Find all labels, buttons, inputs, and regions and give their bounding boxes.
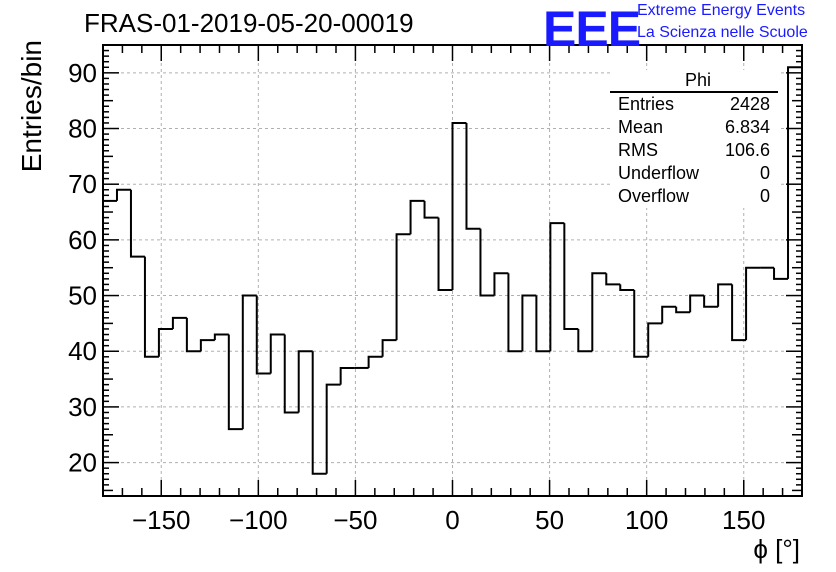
histogram-bin: [703, 295, 719, 308]
stats-value: 106.6: [724, 140, 770, 160]
stats-label: Mean: [618, 117, 664, 137]
tick-labels: −150 −100 −50 0 50 100 150 20 30 40 50 60 70 80 90: [68, 58, 765, 535]
stats-row-entries: Entries 2428: [610, 93, 778, 116]
stats-row-mean: Mean 6.834: [610, 116, 778, 139]
histogram-bin: [339, 366, 355, 385]
stats-row-overflow: Overflow 0: [610, 185, 778, 208]
y-tick-label: 50: [68, 281, 97, 311]
y-tick-label: 60: [68, 225, 97, 255]
eee-logo: EEE: [543, 1, 641, 57]
histogram-bin: [143, 256, 159, 358]
y-tick-label: 90: [68, 58, 97, 88]
y-tick-label: 80: [68, 114, 97, 144]
histogram-bin: [633, 289, 649, 358]
stats-label: RMS: [618, 140, 658, 160]
x-tick-label: 100: [625, 505, 668, 535]
histogram-bin: [605, 273, 621, 286]
histogram-bin: [409, 199, 425, 235]
y-tick-label: 30: [68, 392, 97, 422]
histogram-bin: [675, 306, 691, 314]
histogram-bin: [367, 355, 383, 368]
histogram-bin: [745, 266, 761, 341]
histogram-bin: [689, 294, 705, 313]
histogram-bin: [115, 188, 131, 201]
histogram-bin: [227, 334, 243, 431]
histogram-bin: [395, 233, 411, 341]
histogram-bin: [493, 272, 509, 296]
histogram-bin: [563, 223, 579, 330]
histogram-bin: [269, 333, 285, 374]
plot-frame: [102, 44, 803, 497]
histogram-bin: [773, 267, 789, 280]
stats-title: Phi: [610, 70, 778, 93]
stats-box: Phi Entries 2428 Mean 6.834 RMS 106.6 Un…: [610, 70, 778, 208]
histogram-bin: [297, 350, 313, 413]
x-tick-label: −50: [333, 505, 377, 535]
histogram-bin: [451, 121, 467, 290]
histogram-bin: [507, 273, 523, 353]
histogram-bin: [255, 295, 271, 375]
histogram-bin: [731, 284, 747, 342]
histogram-bin: [647, 322, 663, 357]
stats-label: Entries: [618, 94, 675, 114]
histogram-bin: [619, 284, 635, 291]
stats-value: 6.834: [724, 117, 770, 137]
histogram-bin: [661, 305, 677, 324]
histogram-bin: [577, 328, 593, 353]
histogram-bin: [521, 294, 537, 352]
histogram-bin: [787, 66, 802, 279]
x-tick-label: −100: [229, 505, 288, 535]
histogram-bin: [549, 222, 565, 352]
histogram-bin: [381, 339, 397, 357]
histogram-series: [103, 66, 802, 475]
x-tick-label: 0: [445, 505, 459, 535]
tagline-line-1: Extreme Energy Events: [637, 2, 806, 19]
y-tick-label: 40: [68, 336, 97, 366]
y-tick-label: 20: [68, 448, 97, 478]
histogram-bin: [157, 327, 173, 357]
run-title: FRAS-01-2019-05-20-00019: [84, 8, 414, 38]
x-tick-label: −150: [132, 505, 191, 535]
histogram-bin: [465, 122, 481, 230]
histogram-bin: [283, 334, 299, 414]
histogram-bin: [199, 339, 215, 352]
histogram-bin: [717, 283, 733, 307]
histogram-bin: [129, 189, 145, 258]
histogram-bin: [437, 217, 453, 291]
stats-value: 0: [759, 163, 770, 183]
histogram-bin: [325, 383, 341, 474]
stats-label: Overflow: [618, 186, 690, 206]
stats-value: 0: [759, 186, 770, 206]
stats-row-rms: RMS 106.6: [610, 139, 778, 162]
histogram-bin: [185, 317, 201, 353]
stats-value: 2428: [729, 94, 770, 114]
x-tick-label: 150: [722, 505, 765, 535]
histogram-bin: [591, 272, 607, 352]
histogram-bin: [423, 200, 439, 219]
histogram-bin: [213, 333, 229, 341]
histogram-bin: [241, 294, 257, 430]
y-tick-label: 70: [68, 169, 97, 199]
x-tick-label: 50: [535, 505, 564, 535]
histogram-bin: [479, 228, 495, 297]
stats-label: Underflow: [618, 163, 700, 183]
histogram-bin: [535, 295, 551, 353]
stats-row-underflow: Underflow 0: [610, 162, 778, 185]
histogram-bin: [311, 351, 327, 475]
tagline-line-2: La Scienza nelle Scuole: [637, 24, 808, 41]
x-axis-label: ϕ [°]: [753, 534, 800, 564]
y-axis-label: Entries/bin: [16, 40, 47, 172]
histogram-bin: [171, 316, 187, 329]
